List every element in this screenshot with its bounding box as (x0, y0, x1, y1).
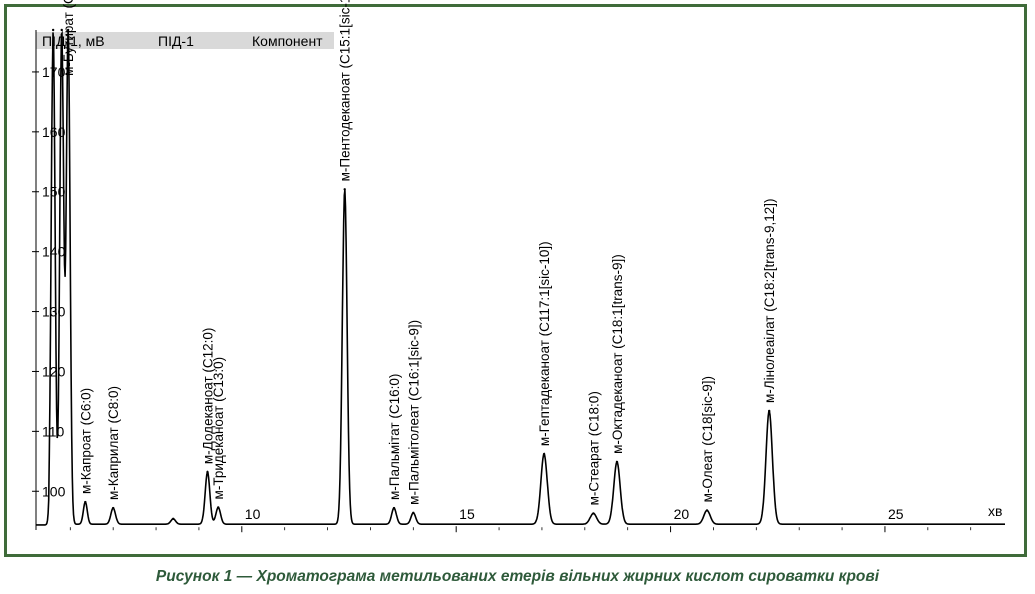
peak-point (705, 509, 709, 512)
y-tick-label: 120 (42, 363, 66, 379)
y-tick-label: 140 (42, 244, 66, 260)
component-label: Компонент (252, 33, 323, 49)
peak-point (412, 511, 415, 515)
peak-point (111, 506, 115, 510)
detector-label: ПІД-1 (158, 33, 194, 49)
chromatogram-chart: ПІД-1, мВ ПІД-1 Компонент хв 100 110 120 13… (32, 0, 1005, 533)
peak-label: м-Гептадеканоат (C117:1[sic-10]) (537, 241, 552, 446)
peak-point (392, 506, 396, 510)
peak-label: м-Пальмітат (C16:0) (387, 374, 402, 500)
peak-label: м-Тридеканоат (C13:0) (211, 357, 226, 500)
peak-label: м-Олеат (C18[sic-9]) (700, 376, 715, 502)
figure-caption: Рисунок 1 — Хроматограма метильованих ет… (155, 568, 880, 585)
y-tick-label: 150 (42, 184, 66, 200)
peak-point (51, 28, 55, 32)
y-tick-label: 110 (42, 423, 65, 439)
x-tick-label: 25 (888, 506, 904, 522)
peak-label: м-Пальмітолеат (C16:1[sic-9]) (406, 320, 421, 505)
chart-frame (4, 4, 1027, 557)
peak-label: м-Лінолеаілат (C18:2[trans-9,12]) (762, 198, 777, 403)
peak-label: м-Бутират (C4:0) (61, 0, 76, 76)
peak-point (343, 188, 346, 191)
peak-label: м-Додеканоат (C12:0) (201, 328, 216, 465)
peak-point (84, 500, 87, 504)
peak-point (542, 452, 546, 456)
chromatogram-trace (36, 29, 1005, 526)
y-axis-label: ПІД-1, мВ (42, 33, 105, 49)
x-tick-label: 10 (245, 506, 261, 522)
peak-point (767, 409, 771, 413)
peak-label: м-Пентодеканоат (C15:1[sic-10]) (338, 0, 353, 181)
header-bar (36, 32, 334, 49)
y-tick-label: 100 (42, 483, 66, 499)
peak-point (60, 28, 63, 32)
peak-label: м-Стеарат (C18:0) (586, 391, 601, 505)
peak-point (206, 470, 209, 474)
peak-point (66, 28, 70, 32)
x-tick-label: 15 (459, 506, 475, 522)
x-tick-label: 20 (674, 506, 690, 522)
peak-label: м-Каприлат (C8:0) (106, 386, 121, 500)
x-axis-unit: хв (988, 503, 1002, 519)
peak-point (615, 460, 619, 464)
peak-point (172, 517, 175, 521)
y-tick-label: 130 (42, 304, 66, 320)
peak-point (592, 512, 595, 515)
peak-label: м-Октадеканоат (C18:1[trans-9]) (610, 254, 625, 454)
peak-label: м-Капроат (C6:0) (78, 388, 93, 494)
peak-point (217, 506, 220, 509)
